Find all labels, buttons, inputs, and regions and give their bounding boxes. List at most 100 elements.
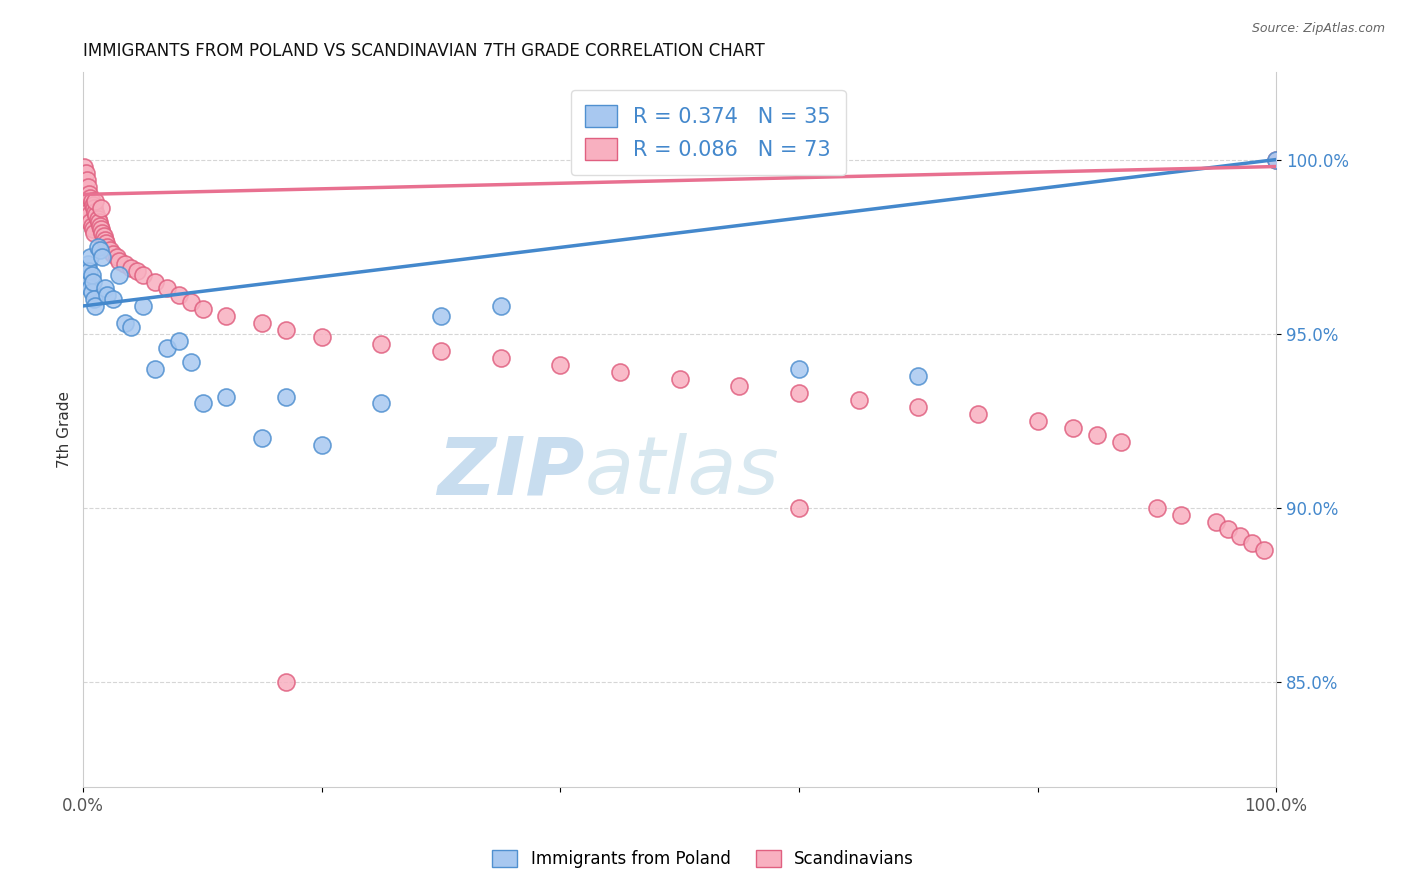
Point [73,180,96,194]
Point [80,285,103,299]
Point [86,211,108,226]
Point [311,438,333,452]
Point [191,302,214,317]
Point [73,160,96,174]
Point [907,400,929,414]
Legend: R = 0.374   N = 35, R = 0.086   N = 73: R = 0.374 N = 35, R = 0.086 N = 73 [571,90,845,175]
Point [84,194,107,209]
Point [370,396,392,410]
Point [80,268,103,282]
Point [105,250,128,264]
Point [120,319,142,334]
Point [98,243,121,257]
Point [75,191,97,205]
Point [1062,421,1084,435]
Point [167,334,190,348]
Point [90,202,112,216]
Point [489,299,512,313]
Point [274,390,297,404]
Text: Source: ZipAtlas.com: Source: ZipAtlas.com [1251,22,1385,36]
Point [93,229,115,244]
Point [250,316,273,330]
Point [120,260,142,275]
Point [787,361,810,376]
Point [84,299,107,313]
Point [143,275,166,289]
Point [77,208,100,222]
Point [1146,501,1168,516]
Point [80,219,103,233]
Point [108,268,131,282]
Point [156,281,179,295]
Point [108,253,131,268]
Point [86,240,108,254]
Point [75,166,97,180]
Point [1026,414,1049,428]
Point [728,379,751,393]
Point [215,310,238,324]
Point [1241,536,1264,550]
Point [370,337,392,351]
Point [89,243,111,257]
Point [311,330,333,344]
Point [1253,542,1275,557]
Point [84,204,107,219]
Point [156,341,179,355]
Point [77,264,100,278]
Point [96,288,118,302]
Point [1265,153,1288,167]
Point [274,675,297,690]
Point [215,390,238,404]
Point [1229,529,1251,543]
Point [430,344,453,359]
Point [132,268,155,282]
Point [83,226,105,240]
Point [76,271,98,285]
Point [191,396,214,410]
Point [76,173,98,187]
Point [114,257,136,271]
Point [90,222,112,236]
Point [430,310,453,324]
Point [167,288,190,302]
Text: ZIP: ZIP [437,434,585,511]
Point [77,180,100,194]
Point [82,222,104,236]
Point [82,275,104,289]
Point [1170,508,1192,522]
Text: atlas: atlas [585,434,779,511]
Point [274,323,297,337]
Point [96,240,118,254]
Point [125,264,148,278]
Point [1265,153,1288,167]
Point [114,316,136,330]
Point [91,226,114,240]
Point [250,431,273,445]
Point [180,354,202,368]
Point [80,194,103,209]
Point [94,281,117,295]
Point [79,250,101,264]
Point [91,250,114,264]
Point [94,236,117,251]
Point [132,299,155,313]
Point [89,219,111,233]
Point [1205,515,1227,529]
Point [77,204,100,219]
Point [101,246,124,260]
Point [82,198,104,212]
Point [787,386,810,401]
Point [79,191,101,205]
Point [79,215,101,229]
Point [79,281,101,295]
Point [86,208,108,222]
Point [787,501,810,516]
Point [848,392,870,407]
Point [1085,428,1108,442]
Point [1109,434,1132,449]
Y-axis label: 7th Grade: 7th Grade [58,391,72,468]
Point [550,358,572,372]
Point [83,292,105,306]
Point [180,295,202,310]
Point [609,365,631,379]
